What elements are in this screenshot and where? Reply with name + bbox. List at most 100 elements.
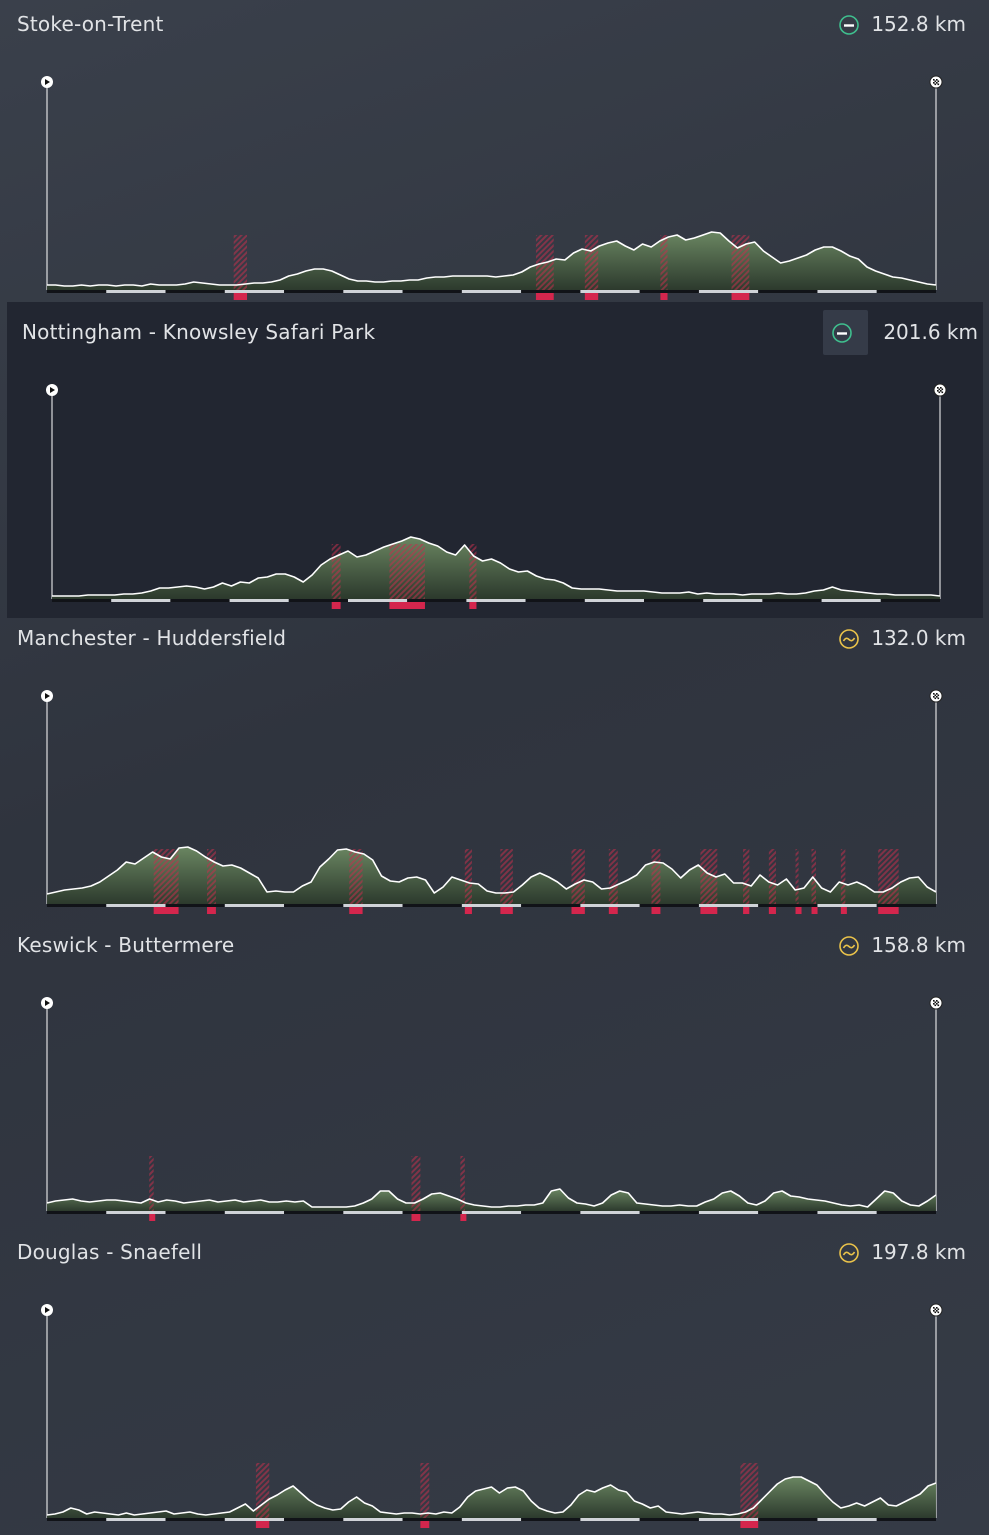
distance-scale-segment xyxy=(402,1211,462,1214)
distance-scale-segment xyxy=(170,599,230,602)
distance-scale-segment xyxy=(817,290,877,293)
climb-marker xyxy=(608,907,618,914)
climb-hatch xyxy=(608,849,618,904)
distance-scale-segment xyxy=(106,1211,166,1214)
hilly-stage-icon xyxy=(839,1243,859,1263)
distance-scale-segment xyxy=(876,904,936,907)
finish-flag-icon xyxy=(933,383,947,397)
distance-scale-segment xyxy=(343,1211,403,1214)
stage-row[interactable]: Douglas - Snaefell 197.8 km xyxy=(0,1228,989,1535)
climb-hatch xyxy=(420,1463,430,1518)
distance-scale-segment xyxy=(165,904,225,907)
distance-scale-segment xyxy=(402,904,462,907)
distance-scale-segment xyxy=(762,599,822,602)
stage-title: Nottingham - Knowsley Safari Park xyxy=(22,320,376,344)
distance-scale-segment xyxy=(229,599,289,602)
stage-title: Manchester - Huddersfield xyxy=(17,626,287,650)
distance-scale-segment xyxy=(47,290,107,293)
distance-scale-segment xyxy=(106,1518,166,1521)
stage-distance: 197.8 km xyxy=(871,1240,966,1264)
climb-marker xyxy=(535,293,554,300)
distance-scale-segment xyxy=(402,290,462,293)
climb-marker xyxy=(389,602,425,609)
climb-hatch xyxy=(840,849,846,904)
climb-marker xyxy=(731,293,750,300)
stage-distance: 201.6 km xyxy=(883,320,978,344)
distance-scale-segment xyxy=(644,599,704,602)
distance-scale-segment xyxy=(521,1518,581,1521)
finish-flag-icon xyxy=(929,75,943,89)
distance-scale-segment xyxy=(521,1211,581,1214)
stage-distance: 152.8 km xyxy=(871,12,966,36)
distance-scale-segment xyxy=(461,290,522,293)
distance-scale-segment xyxy=(461,1518,522,1521)
distance-scale-segment xyxy=(580,904,640,907)
climb-marker xyxy=(700,907,718,914)
start-flag-icon xyxy=(41,997,53,1009)
climb-marker xyxy=(464,907,472,914)
climb-hatch xyxy=(233,235,248,290)
climb-hatch xyxy=(389,544,425,599)
climb-hatch xyxy=(349,849,363,904)
distance-scale-segment xyxy=(584,599,644,602)
climb-hatch xyxy=(743,849,750,904)
stage-row[interactable]: Stoke-on-Trent 152.8 km xyxy=(0,0,989,307)
climb-hatch xyxy=(768,849,776,904)
distance-scale-segment xyxy=(580,1211,640,1214)
elevation-line xyxy=(46,1188,937,1208)
elevation-area xyxy=(52,537,940,599)
elevation-line xyxy=(52,536,941,597)
distance-scale-segment xyxy=(224,904,285,907)
stage-title: Stoke-on-Trent xyxy=(17,12,164,36)
distance-scale-segment xyxy=(698,1211,759,1214)
elevation-profile xyxy=(46,383,947,609)
distance-scale-segment xyxy=(876,1518,936,1521)
climb-hatch xyxy=(207,849,216,904)
distance-scale-segment xyxy=(817,1518,877,1521)
climb-hatch xyxy=(584,235,599,290)
climb-marker xyxy=(660,293,668,300)
elevation-profile xyxy=(41,996,943,1221)
stage-row[interactable]: Nottingham - Knowsley Safari Park 201.6 … xyxy=(7,302,983,618)
distance-scale-segment xyxy=(224,1518,285,1521)
climb-marker xyxy=(651,907,661,914)
distance-scale-segment xyxy=(47,1518,107,1521)
climb-marker xyxy=(768,907,776,914)
elevation-profile xyxy=(41,1303,943,1528)
stage-distance: 132.0 km xyxy=(871,626,966,650)
distance-scale-segment xyxy=(703,599,763,602)
climb-hatch xyxy=(651,849,661,904)
climb-marker xyxy=(500,907,513,914)
distance-scale-segment xyxy=(758,1211,818,1214)
distance-scale-segment xyxy=(817,1211,877,1214)
climb-marker xyxy=(740,1521,759,1528)
distance-scale-segment xyxy=(343,904,403,907)
start-flag-icon xyxy=(41,1304,53,1316)
climb-marker xyxy=(233,293,248,300)
climb-marker xyxy=(207,907,216,914)
climb-hatch xyxy=(411,1156,421,1211)
distance-scale-segment xyxy=(407,599,467,602)
climb-hatch xyxy=(571,849,585,904)
start-flag-icon xyxy=(41,76,53,88)
start-flag-icon xyxy=(46,384,58,396)
distance-scale-segment xyxy=(47,904,107,907)
climb-hatch xyxy=(149,1156,154,1211)
distance-scale-segment xyxy=(521,904,581,907)
distance-scale-segment xyxy=(288,599,348,602)
distance-scale-segment xyxy=(698,904,759,907)
climb-marker xyxy=(571,907,585,914)
elevation-line xyxy=(46,846,937,895)
distance-scale-segment xyxy=(284,904,344,907)
climb-marker xyxy=(460,1214,467,1221)
distance-scale-segment xyxy=(580,1518,640,1521)
distance-scale-segment xyxy=(343,1518,403,1521)
hilly-stage-icon xyxy=(839,936,859,956)
climb-hatch xyxy=(731,235,750,290)
climb-hatch xyxy=(460,1156,465,1211)
climb-hatch xyxy=(700,849,718,904)
distance-scale-segment xyxy=(461,1211,522,1214)
stage-row[interactable]: Keswick - Buttermere 158.8 km xyxy=(0,921,989,1228)
distance-scale-segment xyxy=(758,290,818,293)
stage-row[interactable]: Manchester - Huddersfield 132.0 km xyxy=(0,614,989,921)
